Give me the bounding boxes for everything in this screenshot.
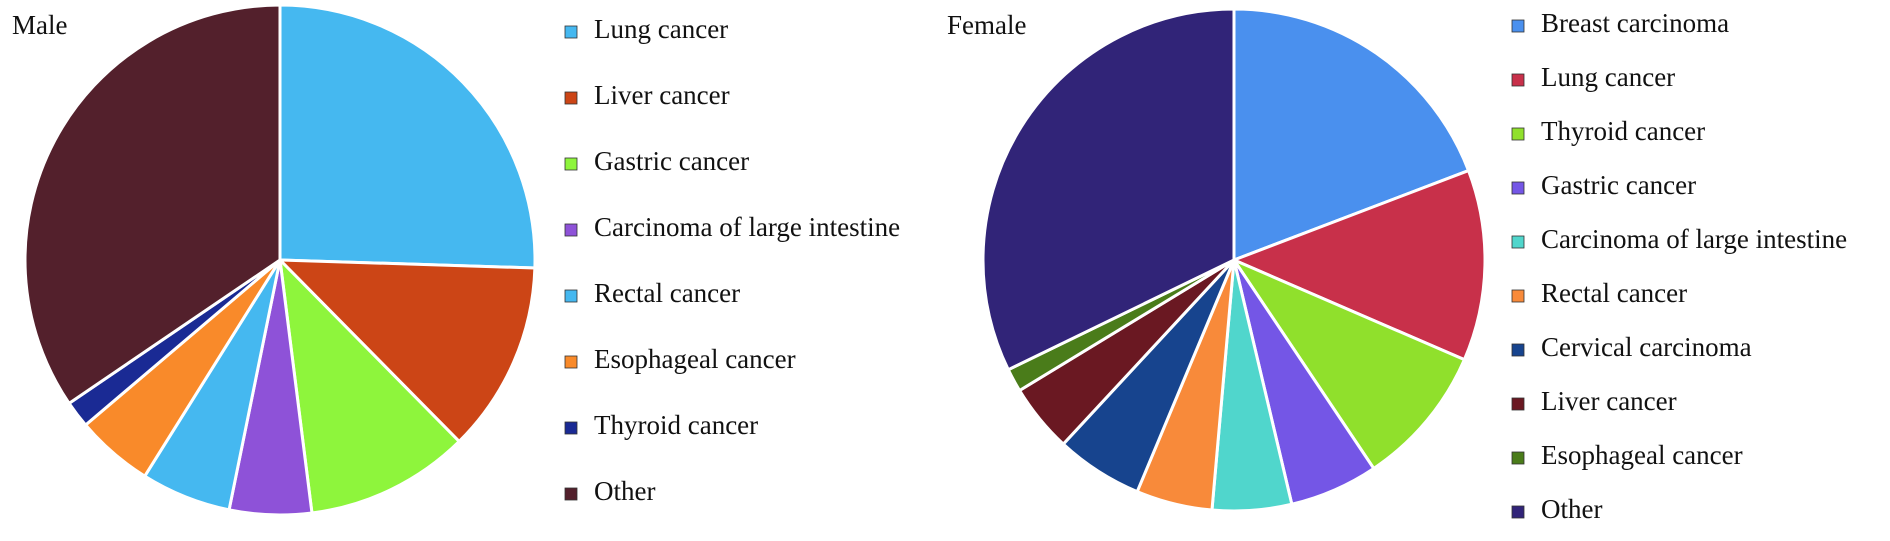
legend-swatch xyxy=(1511,343,1525,357)
legend-label: Thyroid cancer xyxy=(594,410,758,440)
legend-swatch xyxy=(1511,181,1525,195)
legend-swatch xyxy=(1511,19,1525,33)
legend-swatch xyxy=(1511,127,1525,141)
legend-swatch xyxy=(1511,289,1525,303)
legend-label: Liver cancer xyxy=(1541,386,1677,416)
legend-swatch xyxy=(564,289,578,303)
pie-slice xyxy=(276,258,537,444)
chart-title: Female xyxy=(947,10,1026,40)
legend-label: Rectal cancer xyxy=(594,278,740,308)
pie-slice xyxy=(277,255,462,515)
pie-slice xyxy=(278,3,537,270)
legend-swatch xyxy=(1511,451,1525,465)
legend-label: Cervical carcinoma xyxy=(1541,332,1752,362)
legend-swatch xyxy=(564,25,578,39)
pie-slice xyxy=(1230,168,1487,362)
legend-swatch xyxy=(1511,235,1525,249)
legend-label: Lung cancer xyxy=(1541,62,1675,92)
legend-label: Carcinoma of large intestine xyxy=(594,212,900,242)
legend-label: Carcinoma of large intestine xyxy=(1541,224,1847,254)
legend-label: Gastric cancer xyxy=(594,146,749,176)
chart-title: Male xyxy=(12,10,67,40)
legend-swatch xyxy=(1511,505,1525,519)
pie-slice xyxy=(1229,256,1467,471)
legend-label: Breast carcinoma xyxy=(1541,8,1729,38)
legend-swatch xyxy=(564,421,578,435)
legend-label: Thyroid cancer xyxy=(1541,116,1705,146)
legend-label: Esophageal cancer xyxy=(1541,440,1743,470)
legend-swatch xyxy=(564,487,578,501)
legend-label: Liver cancer xyxy=(594,80,730,110)
pie-slice xyxy=(1232,7,1471,263)
legend-swatch xyxy=(564,157,578,171)
legend-label: Other xyxy=(594,476,655,506)
legend-swatch xyxy=(564,355,578,369)
legend-swatch xyxy=(1511,397,1525,411)
pie-slice xyxy=(23,3,282,406)
legend-swatch xyxy=(564,223,578,237)
legend-label: Esophageal cancer xyxy=(594,344,796,374)
legend-label: Rectal cancer xyxy=(1541,278,1687,308)
legend-label: Other xyxy=(1541,494,1602,524)
pie-slice xyxy=(981,7,1236,372)
legend-swatch xyxy=(564,91,578,105)
legend-label: Gastric cancer xyxy=(1541,170,1696,200)
legend-swatch xyxy=(1511,73,1525,87)
legend-label: Lung cancer xyxy=(594,14,728,44)
